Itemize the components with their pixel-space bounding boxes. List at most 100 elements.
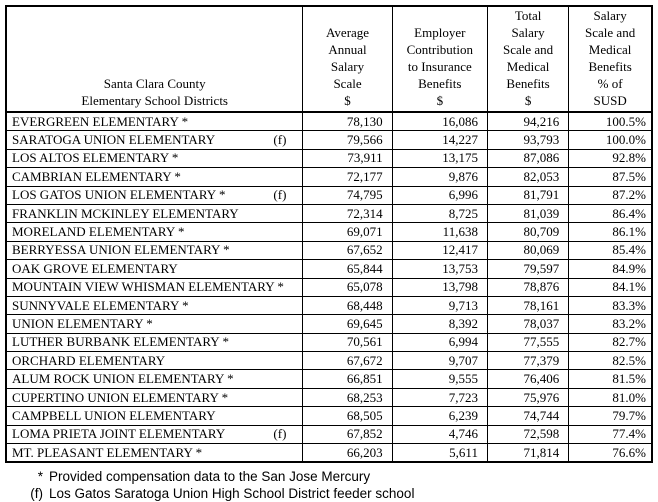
- percent-of-susd-cell: 82.5%: [568, 351, 653, 371]
- percent-of-susd-cell: 100.5%: [568, 111, 653, 132]
- table-row: LOS ALTOS ELEMENTARY * 73,911 13,175 87,086…: [5, 148, 653, 169]
- average-salary-cell: 68,505: [302, 406, 393, 426]
- district-cell: MT. PLEASANT ELEMENTARY *: [5, 443, 304, 463]
- percent-of-susd-cell: 83.2%: [568, 314, 653, 334]
- district-cell: SUNNYVALE ELEMENTARY *: [5, 295, 304, 316]
- total-benefits-cell: 81,039: [486, 203, 570, 224]
- salary-comparison-table: Santa Clara County Elementary School Dis…: [5, 5, 653, 464]
- footnote-text: Los Gatos Saratoga Union High School Dis…: [49, 486, 415, 502]
- district-cell: MOUNTAIN VIEW WHISMAN ELEMENTARY *: [5, 277, 304, 297]
- insurance-contribution-cell: 9,713: [391, 295, 488, 316]
- total-benefits-cell: 71,814: [486, 443, 570, 463]
- percent-of-susd-cell: 87.5%: [568, 167, 653, 187]
- average-salary-cell: 67,652: [302, 240, 393, 261]
- average-salary-cell: 69,645: [302, 314, 393, 334]
- average-salary-cell: 72,314: [302, 203, 393, 224]
- total-benefits-cell: 72,598: [486, 424, 570, 445]
- district-name: FRANKLIN MCKINLEY ELEMENTARY: [12, 205, 239, 221]
- district-cell: CAMBRIAN ELEMENTARY *: [5, 167, 304, 187]
- district-name: MT. PLEASANT ELEMENTARY *: [12, 444, 203, 460]
- district-cell: OAK GROVE ELEMENTARY: [5, 259, 304, 279]
- footnote-feeder-school: (f) Los Gatos Saratoga Union High School…: [5, 485, 653, 502]
- percent-of-susd-cell: 83.3%: [568, 295, 653, 316]
- insurance-contribution-cell: 13,175: [391, 148, 488, 169]
- insurance-contribution-cell: 9,876: [391, 167, 488, 187]
- feeder-school-marker: (f): [273, 187, 287, 203]
- district-cell: CUPERTINO UNION ELEMENTARY *: [5, 387, 304, 408]
- percent-of-susd-cell: 84.1%: [568, 277, 653, 297]
- feeder-school-marker: (f): [273, 426, 287, 442]
- district-cell: UNION ELEMENTARY *: [5, 314, 304, 334]
- average-salary-cell: 79,566: [302, 130, 393, 150]
- district-cell: ORCHARD ELEMENTARY: [5, 351, 304, 371]
- footnotes: * Provided compensation data to the San …: [5, 468, 653, 502]
- column-header-percent-of-susd: Salary Scale and Medical Benefits % of S…: [568, 5, 653, 113]
- insurance-contribution-cell: 16,086: [391, 111, 488, 132]
- total-benefits-cell: 78,161: [486, 295, 570, 316]
- insurance-contribution-cell: 6,996: [391, 185, 488, 205]
- table-row: LOMA PRIETA JOINT ELEMENTARY (f) 67,852 4,7…: [5, 424, 653, 445]
- insurance-contribution-cell: 7,723: [391, 387, 488, 408]
- total-benefits-cell: 78,876: [486, 277, 570, 297]
- percent-of-susd-cell: 87.2%: [568, 185, 653, 205]
- district-name: EVERGREEN ELEMENTARY *: [12, 113, 189, 129]
- district-name: UNION ELEMENTARY *: [12, 315, 153, 331]
- district-name: OAK GROVE ELEMENTARY: [12, 260, 178, 276]
- average-salary-cell: 67,852: [302, 424, 393, 445]
- footnote-text: Provided compensation data to the San Jo…: [49, 469, 371, 485]
- insurance-contribution-cell: 12,417: [391, 240, 488, 261]
- table-row: FRANKLIN MCKINLEY ELEMENTARY 72,314 8,725 8…: [5, 203, 653, 224]
- average-salary-cell: 66,203: [302, 443, 393, 463]
- insurance-contribution-cell: 9,707: [391, 351, 488, 371]
- column-header-average-salary: Average Annual Salary Scale $: [302, 5, 393, 113]
- district-cell: CAMPBELL UNION ELEMENTARY: [5, 406, 304, 426]
- district-name: ORCHARD ELEMENTARY: [12, 352, 166, 368]
- average-salary-cell: 72,177: [302, 167, 393, 187]
- district-cell: LOMA PRIETA JOINT ELEMENTARY (f): [5, 424, 304, 445]
- total-benefits-cell: 82,053: [486, 167, 570, 187]
- insurance-contribution-cell: 4,746: [391, 424, 488, 445]
- table-row: EVERGREEN ELEMENTARY * 78,130 16,086 94,216…: [5, 111, 653, 132]
- insurance-contribution-cell: 6,994: [391, 332, 488, 353]
- table-row: BERRYESSA UNION ELEMENTARY * 67,652 12,417…: [5, 240, 653, 261]
- district-cell: SARATOGA UNION ELEMENTARY (f): [5, 130, 304, 150]
- insurance-contribution-cell: 6,239: [391, 406, 488, 426]
- average-salary-cell: 70,561: [302, 332, 393, 353]
- percent-of-susd-cell: 76.6%: [568, 443, 653, 463]
- district-cell: EVERGREEN ELEMENTARY *: [5, 111, 304, 132]
- percent-of-susd-cell: 77.4%: [568, 424, 653, 445]
- table-row: MOUNTAIN VIEW WHISMAN ELEMENTARY * 65,078…: [5, 277, 653, 297]
- average-salary-cell: 68,448: [302, 295, 393, 316]
- table-row: OAK GROVE ELEMENTARY 65,844 13,753 79,597 84…: [5, 259, 653, 279]
- total-benefits-cell: 77,555: [486, 332, 570, 353]
- insurance-contribution-cell: 8,392: [391, 314, 488, 334]
- footnote-compensation-data: * Provided compensation data to the San …: [5, 468, 653, 485]
- district-column-header: Santa Clara County Elementary School Dis…: [5, 5, 304, 113]
- total-benefits-cell: 80,709: [486, 222, 570, 242]
- district-cell: MORELAND ELEMENTARY *: [5, 222, 304, 242]
- percent-of-susd-cell: 86.4%: [568, 203, 653, 224]
- table-row: UNION ELEMENTARY * 69,645 8,392 78,037 83.2%: [5, 314, 653, 334]
- percent-of-susd-cell: 84.9%: [568, 259, 653, 279]
- footnote-f-symbol: (f): [30, 486, 43, 502]
- district-cell: ALUM ROCK UNION ELEMENTARY *: [5, 369, 304, 389]
- total-benefits-cell: 93,793: [486, 130, 570, 150]
- district-name: CAMBRIAN ELEMENTARY *: [12, 168, 181, 184]
- percent-of-susd-cell: 82.7%: [568, 332, 653, 353]
- district-cell: FRANKLIN MCKINLEY ELEMENTARY: [5, 203, 304, 224]
- district-name: LOS ALTOS ELEMENTARY *: [12, 150, 179, 166]
- insurance-contribution-cell: 14,227: [391, 130, 488, 150]
- table-row: CAMPBELL UNION ELEMENTARY 68,505 6,239 74,7…: [5, 406, 653, 426]
- district-name: CUPERTINO UNION ELEMENTARY *: [12, 389, 229, 405]
- table-row: MT. PLEASANT ELEMENTARY * 66,203 5,611 71,8…: [5, 443, 653, 463]
- column-header-total-salary-benefits: Total Salary Scale and Medical Benefits …: [486, 5, 570, 113]
- table-row: ORCHARD ELEMENTARY 67,672 9,707 77,379 82.5%: [5, 351, 653, 371]
- insurance-contribution-cell: 5,611: [391, 443, 488, 463]
- district-name: SUNNYVALE ELEMENTARY *: [12, 297, 189, 313]
- insurance-contribution-cell: 11,638: [391, 222, 488, 242]
- table-row: LUTHER BURBANK ELEMENTARY * 70,561 6,994 77…: [5, 332, 653, 353]
- total-benefits-cell: 94,216: [486, 111, 570, 132]
- district-name: CAMPBELL UNION ELEMENTARY: [12, 407, 216, 423]
- table-row: CAMBRIAN ELEMENTARY * 72,177 9,876 82,053 87…: [5, 167, 653, 187]
- district-cell: LOS ALTOS ELEMENTARY *: [5, 148, 304, 169]
